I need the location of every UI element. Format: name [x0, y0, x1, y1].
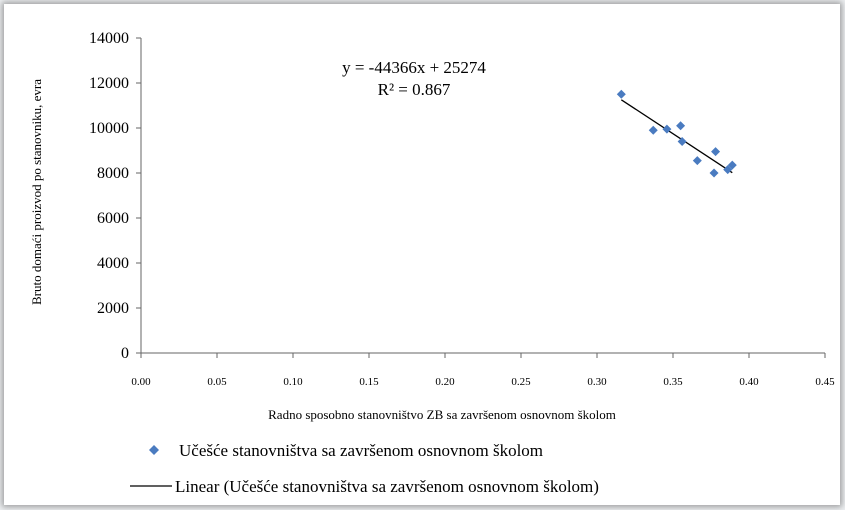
x-tick-label: 0.10: [283, 376, 303, 388]
trendline-group: [620, 99, 733, 174]
x-tick-label: 0.45: [815, 376, 835, 388]
y-tick-label: 2000: [97, 300, 129, 317]
x-tick-label: 0.40: [739, 376, 759, 388]
x-tick-label: 0.30: [587, 376, 607, 388]
axes: [136, 37, 826, 358]
y-axis-title: Bruto domaći proizvod po stanovniku, evr…: [29, 79, 44, 305]
data-point: [692, 156, 702, 166]
y-tick-label: 8000: [97, 165, 129, 182]
x-tick-label: 0.25: [511, 376, 531, 388]
x-tick-label: 0.15: [359, 376, 379, 388]
data-point: [677, 137, 687, 146]
x-tick-label: 0.05: [207, 376, 227, 388]
x-tick-labels: 0.00 0.05 0.10 0.15 0.20 0.25 0.30 0.35 0.40 0.45: [131, 376, 835, 388]
x-tick-label: 0.00: [131, 376, 151, 388]
y-tick-labels: 0 2000 4000 6000 8000 10000 12000 14000: [89, 30, 129, 362]
data-point: [676, 121, 686, 131]
legend-series-label: Učešće stanovništva sa završenom osnovno…: [179, 441, 543, 460]
y-tick-label: 4000: [97, 255, 129, 272]
data-point: [709, 168, 719, 178]
y-tick-label: 0: [121, 345, 129, 362]
data-points: [616, 89, 737, 178]
data-point: [723, 165, 733, 175]
x-axis-title: Radno sposobno stanovništvo ZB sa završe…: [268, 407, 616, 422]
data-point: [727, 160, 737, 170]
legend-trendline-label: Linear (Učešće stanovništva sa završenom…: [175, 477, 599, 496]
x-tick-label: 0.20: [435, 376, 455, 388]
y-tick-label: 6000: [97, 210, 129, 227]
data-point: [616, 89, 626, 99]
chart-frame: 0 2000 4000 6000 8000 10000 12000 14000 0.00 0.0…: [4, 4, 840, 505]
data-point: [662, 124, 672, 134]
trendline: [620, 99, 733, 174]
data-point: [648, 125, 658, 135]
trendline-equation: y = -44366x + 25274: [342, 58, 486, 77]
y-tick-label: 12000: [89, 75, 129, 92]
r-squared-label: R² = 0.867: [378, 80, 451, 99]
legend-marker-diamond: [149, 445, 159, 455]
legend: Učešće stanovništva sa završenom osnovno…: [130, 441, 599, 496]
y-tick-label: 10000: [89, 120, 129, 137]
data-point: [711, 147, 721, 157]
y-tick-label: 14000: [89, 30, 129, 47]
x-tick-label: 0.35: [663, 376, 683, 388]
